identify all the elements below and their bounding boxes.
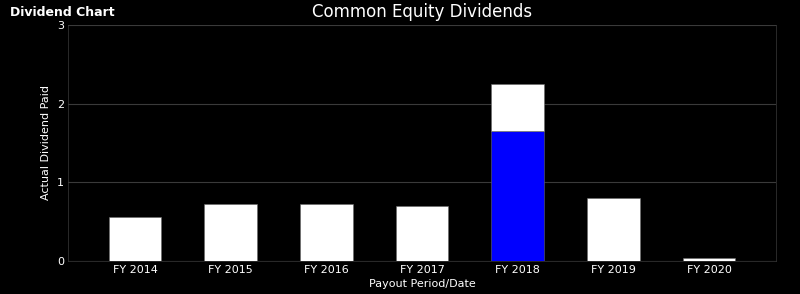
Bar <box>204 204 257 261</box>
Y-axis label: Actual Dividend Paid: Actual Dividend Paid <box>41 86 51 201</box>
Bar <box>682 258 735 261</box>
Bar <box>109 217 162 261</box>
Title: Common Equity Dividends: Common Equity Dividends <box>312 3 532 21</box>
Bar <box>396 206 448 261</box>
Bar <box>491 84 544 131</box>
X-axis label: Payout Period/Date: Payout Period/Date <box>369 279 475 289</box>
Bar <box>491 131 544 261</box>
Text: Dividend Chart: Dividend Chart <box>10 6 114 19</box>
Bar <box>587 198 640 261</box>
Bar <box>300 204 353 261</box>
